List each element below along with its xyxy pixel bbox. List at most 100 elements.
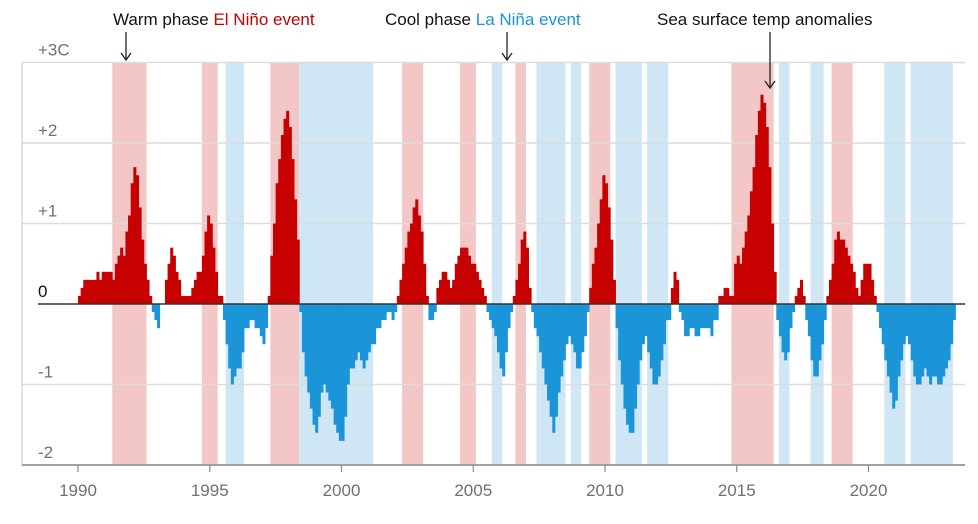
anomaly-bar	[876, 304, 880, 313]
la-nina-band	[810, 62, 824, 465]
anomaly-bar	[644, 304, 648, 337]
anomaly-bar	[573, 304, 577, 353]
anomaly-bar	[433, 304, 437, 313]
la-nina-annotation-part: Cool phase	[385, 10, 476, 29]
anomaly-bar	[349, 304, 356, 369]
anomaly-bar	[96, 271, 100, 304]
anomaly-bar	[423, 263, 427, 304]
anomaly-bar	[665, 304, 672, 321]
anomalies-arrow-head	[764, 80, 776, 90]
anomaly-bar	[913, 304, 917, 377]
anomaly-bar	[404, 247, 408, 304]
anomaly-bar	[742, 247, 746, 304]
anomaly-bar	[228, 304, 232, 369]
anomaly-bar	[436, 287, 440, 304]
anomaly-bar	[346, 304, 350, 385]
anomaly-bar	[736, 255, 740, 304]
anomaly-bar	[929, 304, 933, 385]
anomaly-bar	[120, 247, 124, 304]
anomaly-bar	[655, 304, 659, 385]
anomaly-bar	[396, 295, 400, 304]
anomaly-bar	[370, 304, 377, 345]
anomaly-bar	[512, 295, 516, 304]
anomaly-bar	[778, 304, 782, 337]
anomaly-bar	[230, 304, 234, 385]
anomaly-bar	[544, 304, 548, 385]
anomaly-bar	[565, 304, 569, 345]
anomaly-bar	[481, 287, 485, 304]
anomaly-bar	[786, 304, 790, 353]
anomaly-bar	[594, 247, 598, 304]
anomaly-bar	[146, 279, 150, 304]
anomaly-bar	[186, 295, 192, 304]
anomaly-bar	[462, 247, 466, 304]
anomaly-bar	[138, 207, 142, 304]
anomaly-bar	[125, 231, 129, 304]
anomaly-bar	[449, 287, 453, 304]
anomaly-bar	[109, 271, 113, 304]
anomaly-bar	[718, 295, 724, 304]
anomaly-bar	[947, 304, 951, 361]
anomaly-bar	[338, 304, 342, 441]
anomaly-bar	[415, 199, 419, 304]
anomaly-bar	[773, 271, 777, 304]
anomaly-bar	[475, 271, 479, 304]
anomaly-bar	[678, 304, 682, 313]
anomaly-bar	[491, 304, 495, 329]
anomaly-bar	[515, 279, 519, 304]
anomaly-bar	[207, 215, 211, 304]
anomaly-bar	[130, 183, 134, 304]
anomaly-bar	[133, 167, 137, 304]
anomaly-bar	[633, 304, 638, 409]
anomaly-bar	[813, 304, 817, 377]
anomaly-bar	[199, 271, 203, 304]
anomaly-bar	[749, 191, 753, 304]
anomaly-bar	[394, 304, 398, 313]
anomaly-bar	[114, 263, 118, 304]
anomaly-bar	[823, 304, 827, 321]
anomaly-bar	[652, 304, 656, 385]
anomaly-bar	[85, 279, 92, 304]
anomaly-bar	[776, 304, 780, 321]
anomaly-bar	[143, 263, 147, 304]
anomaly-bar	[639, 304, 643, 361]
y-tick-label: +2	[38, 121, 57, 140]
anomaly-bar	[641, 304, 645, 345]
anomaly-bar	[354, 304, 358, 361]
anomaly-bar	[834, 239, 838, 304]
anomaly-bar	[934, 304, 938, 377]
anomaly-bar	[612, 279, 616, 304]
anomaly-bar	[615, 304, 619, 329]
anomaly-bar	[570, 304, 574, 345]
anomaly-bar	[225, 304, 229, 345]
anomaly-bar	[755, 134, 759, 304]
anomaly-bar	[747, 215, 751, 304]
x-tick-label: 2015	[718, 481, 756, 500]
anomaly-bar	[591, 263, 595, 304]
y-tick-label: 0	[38, 282, 47, 301]
anomaly-bar	[420, 231, 424, 304]
anomaly-bar	[894, 304, 898, 401]
anomaly-bar	[478, 279, 482, 304]
anomaly-bar	[473, 263, 477, 304]
anomaly-bar	[908, 304, 912, 345]
anomaly-bar	[410, 223, 414, 304]
anomaly-bar	[391, 304, 395, 321]
anomaly-bar	[821, 304, 825, 345]
anomaly-bar	[204, 231, 208, 304]
anomaly-bar	[662, 304, 667, 345]
anomaly-bar	[578, 304, 582, 369]
anomaly-bar	[581, 304, 585, 353]
anomaly-bar	[104, 271, 111, 304]
anomaly-bar	[541, 304, 545, 369]
anomaly-bar	[499, 304, 503, 369]
anomaly-bar	[765, 126, 769, 305]
anomaly-bar	[926, 304, 930, 377]
anomaly-bar	[254, 304, 261, 329]
anomaly-bar	[209, 223, 213, 304]
el-nino-arrow-head	[120, 52, 132, 62]
anomaly-bar	[860, 279, 864, 304]
anomaly-bar	[291, 159, 295, 304]
anomaly-bar	[560, 304, 564, 377]
